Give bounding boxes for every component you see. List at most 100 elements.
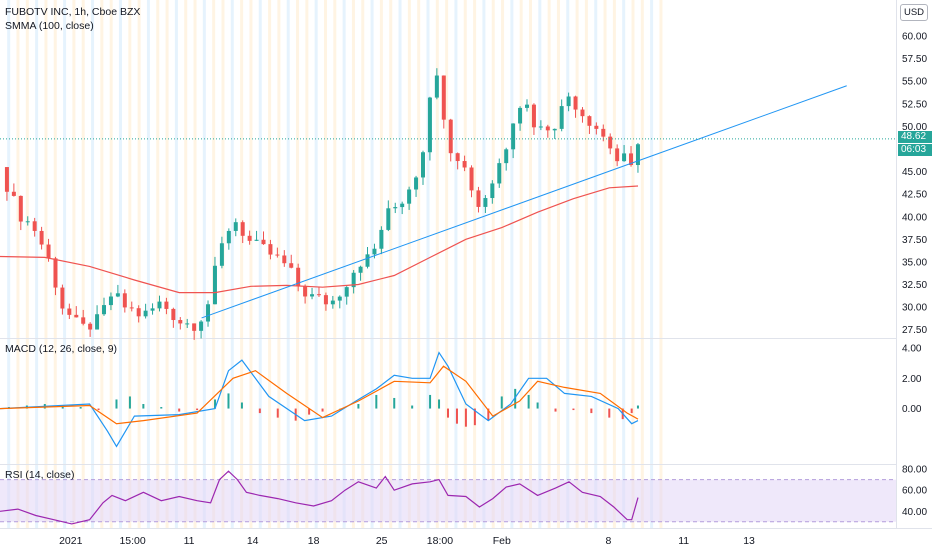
session-stripe: [25, 0, 29, 528]
session-stripe: [305, 0, 309, 528]
macd-histogram-bar: [79, 407, 82, 409]
macd-histogram-bar: [240, 402, 243, 409]
rsi-tick-label: 80.00: [902, 465, 927, 476]
session-stripe: [63, 0, 67, 528]
time-tick-label: 18: [308, 535, 320, 547]
session-stripe: [240, 0, 244, 528]
price-tick-label: 37.50: [902, 235, 927, 246]
macd-histogram-bar: [438, 399, 441, 409]
macd-histogram-bar: [527, 394, 530, 409]
session-stripe: [547, 0, 551, 528]
candle-body: [365, 254, 370, 267]
candle-body: [60, 287, 65, 309]
candle-body: [95, 314, 100, 330]
session-stripe: [323, 0, 327, 528]
session-stripe: [146, 0, 150, 528]
macd-legend[interactable]: MACD (12, 26, close, 9): [5, 343, 118, 355]
macd-histogram-bar: [308, 408, 311, 415]
session-stripe: [417, 0, 421, 528]
candle-body: [476, 190, 481, 207]
time-tick-label: 13: [743, 535, 755, 547]
candle-body: [46, 244, 51, 259]
session-stripe: [389, 0, 393, 528]
macd-histogram-bar: [514, 388, 517, 409]
macd-histogram-bar: [276, 408, 279, 418]
candle-body: [490, 183, 495, 199]
candle-body: [157, 301, 162, 309]
candle-body: [129, 307, 134, 309]
macd-histogram-bar: [487, 408, 490, 421]
price-tick-label: 55.00: [902, 77, 927, 88]
candle-body: [39, 230, 44, 245]
macd-histogram-bar: [214, 399, 217, 409]
macd-histogram-bar: [97, 408, 100, 411]
candle-body: [115, 293, 120, 297]
candle-body: [351, 272, 356, 288]
session-stripes: [7, 0, 663, 528]
macd-histogram-bar: [636, 405, 639, 409]
candle-body: [323, 295, 328, 305]
time-tick-label: 11: [184, 535, 195, 547]
macd-tick-label: 2.00: [902, 374, 922, 385]
session-stripe: [230, 0, 234, 528]
smma-legend[interactable]: SMMA (100, close): [5, 20, 94, 32]
session-stripe: [603, 0, 607, 528]
signal-line: [0, 365, 639, 425]
session-stripe: [286, 0, 290, 528]
candle-body: [219, 243, 224, 266]
session-stripe: [16, 0, 20, 528]
candle-body: [427, 97, 432, 153]
session-stripe: [575, 0, 579, 528]
session-stripe: [370, 0, 374, 528]
candle-body: [448, 119, 453, 154]
macd-histogram-bar: [227, 393, 230, 409]
candle-body: [622, 153, 627, 162]
candle-body: [337, 296, 342, 301]
candle-body: [372, 248, 377, 255]
candle-body: [192, 323, 197, 331]
symbol-title[interactable]: FUBOTV INC, 1h, Cboe BZX: [5, 6, 141, 18]
candle-body: [407, 189, 412, 204]
session-stripe: [566, 0, 570, 528]
candle-body: [358, 266, 363, 273]
macd-histogram-bar: [61, 405, 64, 409]
macd-histogram-bar: [411, 405, 414, 409]
session-stripe: [398, 0, 402, 528]
candle-body: [4, 167, 9, 192]
candle-body: [74, 314, 79, 318]
candle-body: [441, 75, 446, 120]
macd-histogram-bar: [536, 402, 539, 409]
session-stripe: [342, 0, 346, 528]
session-stripe: [249, 0, 253, 528]
session-stripe: [463, 0, 467, 528]
candle-body: [531, 104, 536, 128]
candle-body: [275, 254, 280, 256]
session-stripe: [128, 0, 132, 528]
candle-body: [178, 320, 183, 324]
session-stripe: [314, 0, 318, 528]
session-stripe: [351, 0, 355, 528]
candle-body: [566, 96, 571, 107]
candle-body: [455, 153, 460, 162]
candle-body: [25, 221, 30, 223]
candle-body: [559, 106, 564, 129]
rsi-tick-label: 60.00: [902, 486, 927, 497]
macd-histogram-bar: [357, 404, 360, 409]
macd-line: [0, 351, 639, 448]
candle-body: [538, 126, 543, 128]
session-stripe: [640, 0, 644, 528]
candle-body: [11, 191, 16, 196]
session-stripe: [333, 0, 337, 528]
session-stripe: [91, 0, 95, 528]
session-stripe: [631, 0, 635, 528]
candle-body: [601, 128, 606, 137]
candle-body: [81, 317, 86, 324]
candle-body: [594, 125, 599, 129]
currency-badge[interactable]: USD: [900, 4, 928, 21]
session-stripe: [268, 0, 272, 528]
candle-body: [587, 116, 592, 126]
candle-body: [261, 239, 266, 245]
rsi-legend[interactable]: RSI (14, close): [5, 469, 75, 481]
